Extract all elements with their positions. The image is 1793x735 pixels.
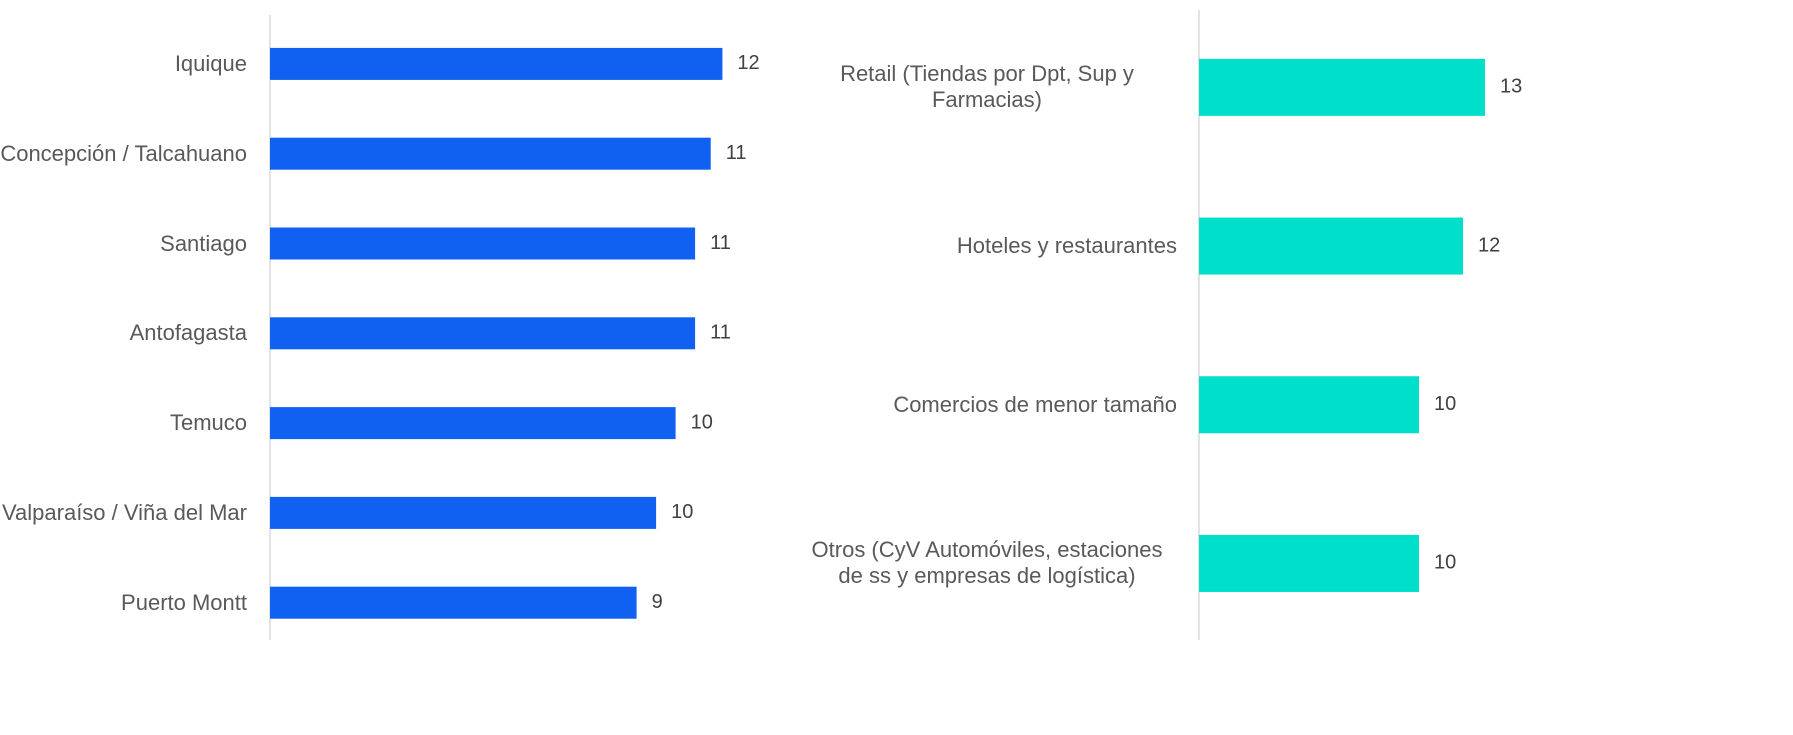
- bar: [270, 407, 676, 440]
- category-label: Santiago: [160, 231, 247, 257]
- bar: [270, 137, 711, 170]
- category-text: Concepción / Talcahuano: [0, 140, 247, 166]
- category-text: Puerto Montt: [121, 589, 247, 615]
- category-label: Comercios de menor tamaño: [893, 392, 1177, 418]
- category-text: Temuco: [169, 410, 247, 436]
- value-label: 10: [691, 411, 713, 433]
- bar: [1199, 534, 1419, 592]
- category-text: Valparaíso / Viña del Mar: [2, 499, 247, 525]
- value-label: 13: [1500, 76, 1522, 98]
- category-text: Iquique: [174, 50, 247, 76]
- value-label: 11: [710, 232, 731, 254]
- category-label: Hoteles y restaurantes: [957, 233, 1177, 259]
- category-text: Antofagasta: [129, 320, 247, 346]
- category-text: Retail (Tiendas por Dpt, Sup y Farmacias…: [840, 61, 1134, 113]
- value-label: 10: [671, 501, 693, 523]
- bar: [1199, 217, 1463, 275]
- category-label: Temuco: [170, 410, 247, 436]
- category-text: Santiago: [160, 230, 247, 256]
- value-label: 12: [1478, 234, 1500, 256]
- category-label: Concepción / Talcahuano: [0, 141, 247, 167]
- category-text: Hoteles y restaurantes: [956, 233, 1177, 259]
- category-label: Retail (Tiendas por Dpt, Sup y Farmacias…: [797, 61, 1177, 113]
- value-label: 10: [1434, 552, 1456, 574]
- bar: [1199, 376, 1419, 434]
- bar: [270, 227, 696, 260]
- category-label: Valparaíso / Viña del Mar: [2, 500, 247, 526]
- bar: [1199, 58, 1485, 116]
- bar: [270, 496, 657, 529]
- category-label: Puerto Montt: [121, 590, 247, 616]
- value-label: 12: [737, 52, 759, 74]
- bar: [270, 317, 696, 350]
- value-label: 11: [726, 142, 747, 164]
- value-label: 11: [710, 322, 731, 344]
- category-label: Iquique: [175, 51, 247, 77]
- category-label: Antofagasta: [130, 320, 247, 346]
- category-text: Comercios de menor tamaño: [893, 391, 1177, 417]
- value-label: 10: [1434, 393, 1456, 415]
- value-label: 9: [652, 591, 663, 613]
- bar: [270, 586, 637, 619]
- category-label: Otros (CyV Automóviles, estaciones de ss…: [797, 537, 1177, 589]
- category-text: Otros (CyV Automóviles, estaciones de ss…: [811, 537, 1163, 589]
- bar: [270, 47, 723, 80]
